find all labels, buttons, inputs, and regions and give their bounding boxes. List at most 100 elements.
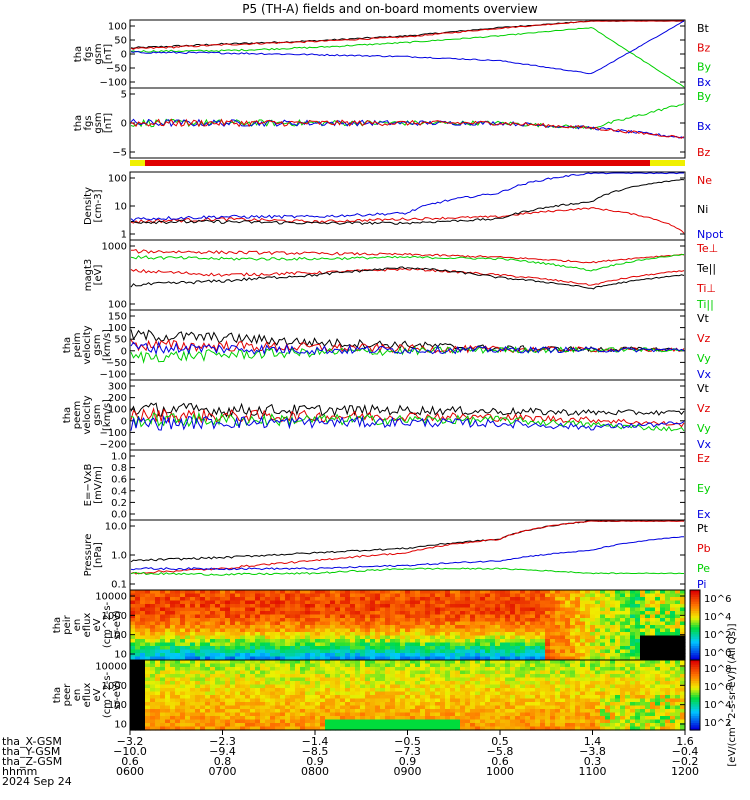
spectrogram-cell	[500, 593, 506, 598]
spectrogram-cell	[375, 702, 381, 707]
spectrogram-cell	[260, 600, 266, 605]
spectrogram-cell	[200, 726, 206, 731]
spectrogram-cell	[620, 611, 626, 616]
spectrogram-cell	[395, 642, 401, 647]
spectrogram-cell	[395, 677, 401, 682]
spectrogram-cell	[240, 604, 246, 609]
spectrogram-cell	[140, 712, 146, 717]
spectrogram-cell	[620, 709, 626, 714]
spectrogram-cell	[305, 663, 311, 668]
spectrogram-cell	[265, 656, 271, 661]
spectrogram-cell	[145, 712, 151, 717]
spectrogram-cell	[145, 639, 151, 644]
spectrogram-cell	[665, 674, 671, 679]
spectrogram-cell	[330, 646, 336, 651]
spectrogram-cell	[505, 597, 511, 602]
spectrogram-cell	[610, 660, 616, 665]
spectrogram-cell	[655, 632, 661, 637]
spectrogram-cell	[360, 726, 366, 731]
spectrogram-cell	[225, 698, 231, 703]
spectrogram-cell	[540, 618, 546, 623]
spectrogram-cell	[200, 625, 206, 630]
spectrogram-cell	[575, 635, 581, 640]
spectrogram-cell	[595, 726, 601, 731]
spectrogram-cell	[245, 716, 251, 721]
spectrogram-cell	[385, 635, 391, 640]
spectrogram-cell	[275, 698, 281, 703]
spectrogram-cell	[405, 628, 411, 633]
spectrogram-cell	[505, 635, 511, 640]
spectrogram-cell	[620, 681, 626, 686]
spectrogram-cell	[260, 684, 266, 689]
spectrogram-cell	[570, 695, 576, 700]
spectrogram-cell	[595, 649, 601, 654]
x-row-value: 1.6	[676, 735, 694, 748]
spectrogram-cell	[680, 653, 686, 658]
spectrogram-cell	[475, 681, 481, 686]
spectrogram-cell	[420, 684, 426, 689]
spectrogram-cell	[215, 677, 221, 682]
spectrogram-cell	[265, 614, 271, 619]
spectrogram-cell	[525, 716, 531, 721]
spectrogram-cell	[610, 600, 616, 605]
spectrogram-cell	[485, 593, 491, 598]
spectrogram-cell	[385, 600, 391, 605]
spectrogram-cell	[495, 611, 501, 616]
spectrogram-cell	[275, 674, 281, 679]
spectrogram-cell	[245, 600, 251, 605]
spectrogram-cell	[530, 621, 536, 626]
spectrogram-cell	[455, 723, 461, 728]
spectrogram-cell	[285, 695, 291, 700]
spectrogram-cell	[135, 723, 141, 728]
spectrogram-cell	[475, 726, 481, 731]
spectrogram-cell	[165, 674, 171, 679]
spectrogram-cell	[620, 726, 626, 731]
spectrogram-cell	[380, 695, 386, 700]
spectrogram-cell	[390, 628, 396, 633]
spectrogram-cell	[485, 674, 491, 679]
spectrogram-cell	[545, 593, 551, 598]
spectrogram-cell	[655, 625, 661, 630]
spectrogram-cell	[480, 656, 486, 661]
spectrogram-cell	[470, 639, 476, 644]
spectrogram-cell	[455, 716, 461, 721]
spectrogram-cell	[515, 656, 521, 661]
spectrogram-cell	[360, 698, 366, 703]
spectrogram-cell	[410, 670, 416, 675]
spectrogram-cell	[640, 590, 646, 595]
spectrogram-cell	[480, 597, 486, 602]
spectrogram-cell	[210, 642, 216, 647]
spectrogram-cell	[515, 670, 521, 675]
spectrogram-cell	[230, 653, 236, 658]
spectrogram-cell	[150, 642, 156, 647]
spectrogram-cell	[425, 639, 431, 644]
spectrogram-cell	[250, 614, 256, 619]
spectrogram-cell	[575, 716, 581, 721]
spectrogram-cell	[495, 642, 501, 647]
spectrogram-cell	[540, 691, 546, 696]
spectrogram-cell	[520, 646, 526, 651]
spectrogram-cell	[310, 688, 316, 693]
spectrogram-cell	[300, 656, 306, 661]
spectrogram-cell	[450, 646, 456, 651]
spectrogram-cell	[465, 632, 471, 637]
spectrogram-cell	[395, 684, 401, 689]
spectrogram-cell	[135, 649, 141, 654]
spectrogram-cell	[510, 709, 516, 714]
spectrogram-cell	[495, 712, 501, 717]
spectrogram-cell	[485, 723, 491, 728]
spectrogram-cell	[410, 656, 416, 661]
spectrogram-cell	[370, 705, 376, 710]
spectrogram-cell	[420, 698, 426, 703]
spectrogram-cell	[615, 593, 621, 598]
spectrogram-cell	[435, 702, 441, 707]
spectrogram-cell	[575, 653, 581, 658]
spectrogram-cell	[210, 611, 216, 616]
spectrogram-cell	[405, 698, 411, 703]
spectrogram-cell	[290, 653, 296, 658]
y-tick-label: 0.8	[111, 463, 127, 474]
spectrogram-cell	[400, 607, 406, 612]
spectrogram-cell	[585, 628, 591, 633]
spectrogram-cell	[395, 607, 401, 612]
spectrogram-cell	[175, 639, 181, 644]
